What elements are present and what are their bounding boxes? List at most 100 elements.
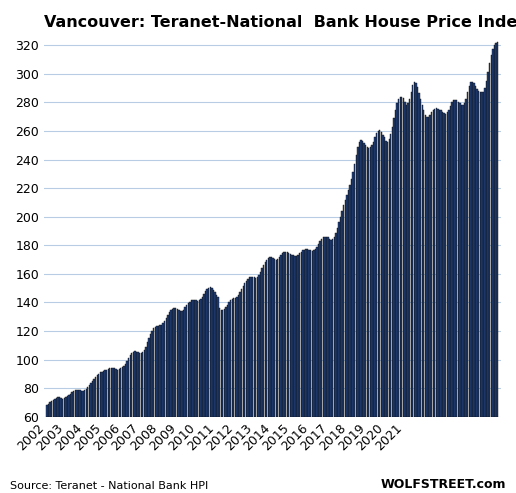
Bar [189,302,190,417]
Bar [318,244,319,417]
Bar [425,115,426,417]
Bar [483,92,484,417]
Bar [494,45,495,417]
Bar [360,141,362,417]
Bar [315,249,316,417]
Bar [192,300,194,417]
Bar [309,249,310,417]
Bar [90,383,92,417]
Bar [291,254,293,417]
Bar [196,300,197,417]
Bar [415,83,416,417]
Bar [429,114,431,417]
Bar [250,277,252,417]
Bar [150,334,151,417]
Bar [106,370,107,417]
Bar [188,303,189,417]
Bar [406,106,407,417]
Bar [362,141,363,417]
Bar [322,238,324,417]
Bar [269,257,270,417]
Bar [75,390,76,417]
Bar [470,82,472,417]
Bar [375,138,376,417]
Bar [133,352,134,417]
Bar [346,195,347,417]
Bar [286,252,288,417]
Bar [305,249,307,417]
Bar [62,399,63,417]
Bar [326,237,327,417]
Bar [142,352,143,417]
Bar [376,133,377,417]
Bar [312,251,313,417]
Bar [79,390,80,417]
Bar [184,308,186,417]
Bar [450,106,451,417]
Bar [181,311,183,417]
Bar [258,275,260,417]
Bar [68,395,70,417]
Bar [431,112,432,417]
Bar [349,184,351,417]
Bar [354,164,356,417]
Bar [246,281,247,417]
Bar [402,98,404,417]
Bar [71,392,73,417]
Bar [327,238,329,417]
Bar [235,298,236,417]
Bar [232,299,233,417]
Bar [342,211,343,417]
Bar [73,391,74,417]
Bar [274,259,276,417]
Bar [357,147,359,417]
Bar [170,310,172,417]
Bar [285,252,286,417]
Text: Vancouver: Teranet-National  Bank House Price Index: Vancouver: Teranet-National Bank House P… [44,15,516,30]
Bar [166,318,167,417]
Bar [199,300,200,417]
Bar [409,99,410,417]
Bar [255,278,256,417]
Bar [455,100,456,417]
Bar [387,142,389,417]
Bar [265,262,266,417]
Bar [472,82,473,417]
Bar [389,139,390,417]
Bar [230,300,231,417]
Bar [313,250,315,417]
Bar [467,92,469,417]
Bar [443,113,445,417]
Bar [213,289,214,417]
Bar [136,352,137,417]
Bar [373,141,374,417]
Bar [51,401,53,417]
Bar [369,147,371,417]
Bar [197,301,198,417]
Bar [337,228,338,417]
Bar [229,302,230,417]
Bar [301,252,302,417]
Text: WOLFSTREET.com: WOLFSTREET.com [380,478,506,491]
Bar [260,272,261,417]
Bar [92,381,93,417]
Bar [319,241,321,417]
Bar [104,370,106,417]
Bar [378,131,379,417]
Bar [289,254,291,417]
Bar [178,310,180,417]
Bar [119,369,120,417]
Bar [209,287,211,417]
Bar [412,84,413,417]
Bar [277,259,279,417]
Bar [120,368,121,417]
Bar [95,377,96,417]
Bar [302,250,303,417]
Bar [206,289,208,417]
Bar [294,256,296,417]
Bar [437,109,439,417]
Bar [76,390,77,417]
Bar [390,134,392,417]
Bar [404,102,406,417]
Bar [352,172,354,417]
